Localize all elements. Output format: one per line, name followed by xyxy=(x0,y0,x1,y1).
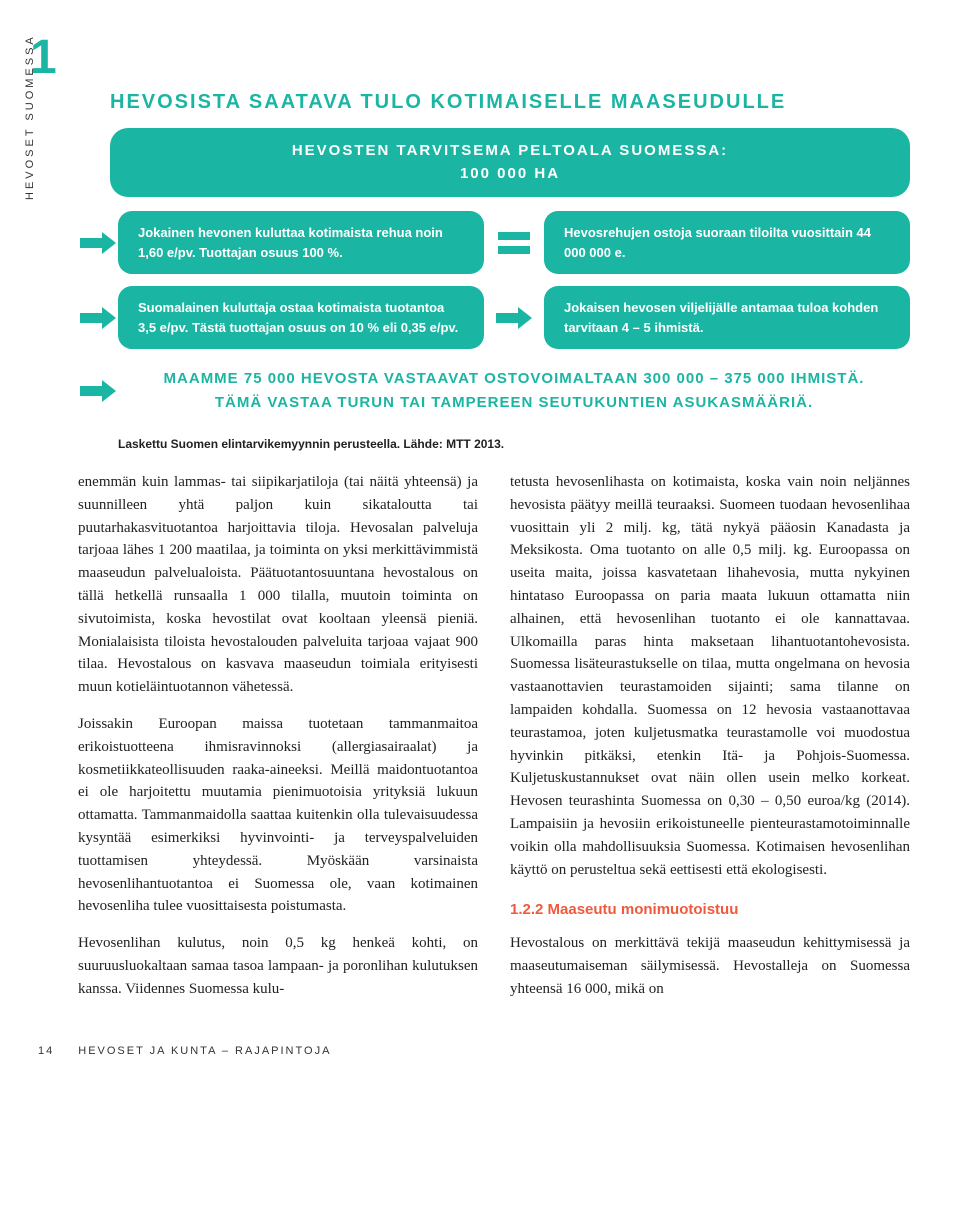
subheading-band: HEVOSTEN TARVITSEMA PELTOALA SUOMESSA: 1… xyxy=(110,128,910,197)
arrow-icon xyxy=(78,286,118,349)
info-box-1: Jokainen hevonen kuluttaa kotimaista reh… xyxy=(118,211,484,274)
arrow-icon xyxy=(78,211,118,274)
body-paragraph: Hevosenlihan kulutus, noin 0,5 kg henkeä… xyxy=(78,932,478,1000)
summary-line1: MAAMME 75 000 HEVOSTA VASTAAVAT OSTOVOIM… xyxy=(164,370,865,387)
page-number: 14 xyxy=(38,1045,54,1057)
info-box-2: Hevosrehujen ostoja suoraan tiloilta vuo… xyxy=(544,211,910,274)
main-heading: HEVOSISTA SAATAVA TULO KOTIMAISELLE MAAS… xyxy=(110,91,910,114)
summary-line2: TÄMÄ VASTAA TURUN TAI TAMPEREEN SEUTUKUN… xyxy=(215,394,813,411)
summary-text: MAAMME 75 000 HEVOSTA VASTAAVAT OSTOVOIM… xyxy=(118,361,910,421)
info-box-3: Suomalainen kuluttaja ostaa kotimaista t… xyxy=(118,286,484,349)
subheading-line1: HEVOSTEN TARVITSEMA PELTOALA SUOMESSA: xyxy=(292,142,728,159)
arrow-icon xyxy=(78,380,118,402)
info-box-4: Jokaisen hevosen viljelijälle antamaa tu… xyxy=(544,286,910,349)
equals-icon xyxy=(484,211,544,274)
footer-title: HEVOSET JA KUNTA – RAJAPINTOJA xyxy=(78,1045,331,1057)
subheading-line2: 100 000 HA xyxy=(460,165,560,182)
page-footer: 14 HEVOSET JA KUNTA – RAJAPINTOJA xyxy=(30,1045,910,1057)
source-note: Laskettu Suomen elintarvikemyynnin perus… xyxy=(118,437,910,451)
body-paragraph: Joissakin Euroopan maissa tuotetaan tamm… xyxy=(78,713,478,918)
column-right: tetusta hevosenlihasta on kotimaista, ko… xyxy=(510,471,910,1015)
body-paragraph: tetusta hevosenlihasta on kotimaista, ko… xyxy=(510,471,910,881)
info-row-2: Suomalainen kuluttaja ostaa kotimaista t… xyxy=(78,286,910,349)
column-left: enemmän kuin lammas- tai siipikarjatiloj… xyxy=(78,471,478,1015)
arrow-icon xyxy=(484,286,544,349)
side-label: HEVOSET SUOMESSA xyxy=(24,34,36,200)
body-paragraph: Hevostalous on merkittävä tekijä maaseud… xyxy=(510,932,910,1000)
chapter-number: 1 xyxy=(30,30,910,85)
body-columns: enemmän kuin lammas- tai siipikarjatiloj… xyxy=(78,471,910,1015)
body-paragraph: enemmän kuin lammas- tai siipikarjatiloj… xyxy=(78,471,478,699)
info-row-1: Jokainen hevonen kuluttaa kotimaista reh… xyxy=(78,211,910,274)
summary-row: MAAMME 75 000 HEVOSTA VASTAAVAT OSTOVOIM… xyxy=(78,361,910,421)
subsection-heading: 1.2.2 Maaseutu monimuotoistuu xyxy=(510,899,910,922)
